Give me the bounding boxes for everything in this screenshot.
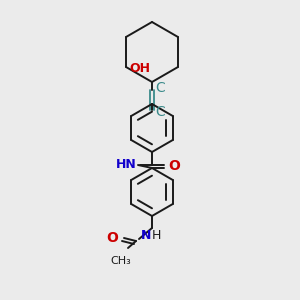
Text: O: O [168, 159, 180, 173]
Text: N: N [141, 229, 151, 242]
Text: C: C [155, 81, 165, 95]
Text: HN: HN [116, 158, 137, 172]
Text: OH: OH [129, 61, 150, 74]
Text: H: H [152, 229, 161, 242]
Text: CH₃: CH₃ [111, 256, 131, 266]
Text: C: C [155, 105, 165, 119]
Text: O: O [106, 231, 118, 245]
